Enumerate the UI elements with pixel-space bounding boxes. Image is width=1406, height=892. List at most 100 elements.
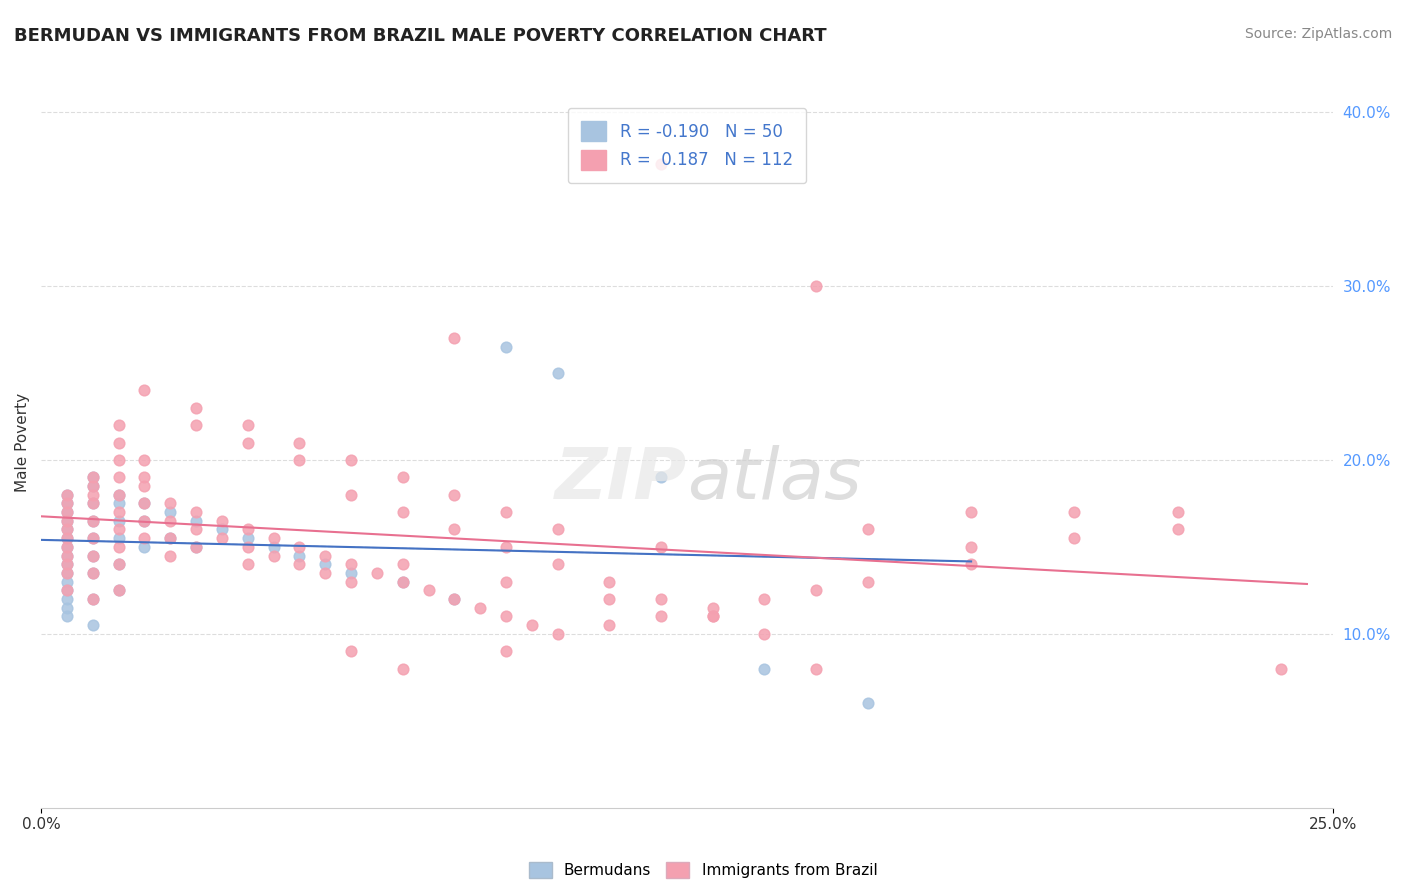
Point — [184, 505, 207, 519]
Point — [1270, 662, 1292, 676]
Point — [134, 514, 156, 528]
Point — [702, 600, 724, 615]
Point — [134, 496, 156, 510]
Point — [56, 549, 79, 563]
Point — [56, 514, 79, 528]
Point — [107, 418, 129, 433]
Point — [107, 488, 129, 502]
Point — [1063, 505, 1085, 519]
Point — [236, 558, 259, 572]
Point — [418, 583, 440, 598]
Point — [650, 157, 672, 171]
Point — [56, 540, 79, 554]
Point — [184, 540, 207, 554]
Point — [236, 523, 259, 537]
Point — [82, 488, 104, 502]
Point — [236, 540, 259, 554]
Point — [107, 523, 129, 537]
Point — [159, 514, 181, 528]
Point — [184, 418, 207, 433]
Point — [443, 488, 465, 502]
Point — [82, 618, 104, 632]
Point — [598, 592, 620, 607]
Text: Source: ZipAtlas.com: Source: ZipAtlas.com — [1244, 27, 1392, 41]
Point — [754, 627, 776, 641]
Point — [495, 505, 517, 519]
Point — [391, 574, 413, 589]
Point — [1167, 523, 1189, 537]
Point — [856, 523, 879, 537]
Point — [288, 549, 311, 563]
Point — [134, 470, 156, 484]
Point — [134, 384, 156, 398]
Point — [391, 574, 413, 589]
Point — [366, 566, 388, 580]
Point — [314, 566, 336, 580]
Point — [443, 523, 465, 537]
Point — [547, 523, 569, 537]
Point — [754, 662, 776, 676]
Point — [443, 592, 465, 607]
Point — [650, 609, 672, 624]
Point — [82, 592, 104, 607]
Point — [134, 540, 156, 554]
Point — [856, 697, 879, 711]
Point — [56, 514, 79, 528]
Text: atlas: atlas — [688, 444, 862, 514]
Point — [598, 618, 620, 632]
Point — [236, 531, 259, 545]
Point — [443, 331, 465, 345]
Point — [56, 566, 79, 580]
Point — [391, 505, 413, 519]
Point — [547, 558, 569, 572]
Point — [184, 401, 207, 415]
Point — [263, 549, 285, 563]
Point — [650, 592, 672, 607]
Point — [702, 609, 724, 624]
Point — [211, 531, 233, 545]
Point — [82, 549, 104, 563]
Point — [340, 574, 363, 589]
Point — [107, 540, 129, 554]
Point — [107, 514, 129, 528]
Point — [134, 453, 156, 467]
Point — [1167, 505, 1189, 519]
Point — [107, 470, 129, 484]
Point — [107, 496, 129, 510]
Point — [288, 540, 311, 554]
Point — [340, 453, 363, 467]
Point — [56, 558, 79, 572]
Point — [56, 574, 79, 589]
Point — [184, 523, 207, 537]
Legend: Bermudans, Immigrants from Brazil: Bermudans, Immigrants from Brazil — [523, 856, 883, 884]
Point — [495, 644, 517, 658]
Point — [391, 558, 413, 572]
Point — [263, 540, 285, 554]
Point — [495, 574, 517, 589]
Point — [82, 566, 104, 580]
Point — [82, 566, 104, 580]
Point — [314, 549, 336, 563]
Point — [495, 340, 517, 354]
Point — [107, 558, 129, 572]
Point — [134, 514, 156, 528]
Point — [702, 609, 724, 624]
Point — [134, 496, 156, 510]
Point — [314, 558, 336, 572]
Point — [56, 523, 79, 537]
Point — [547, 627, 569, 641]
Text: BERMUDAN VS IMMIGRANTS FROM BRAZIL MALE POVERTY CORRELATION CHART: BERMUDAN VS IMMIGRANTS FROM BRAZIL MALE … — [14, 27, 827, 45]
Point — [107, 435, 129, 450]
Point — [82, 479, 104, 493]
Point — [107, 531, 129, 545]
Point — [134, 479, 156, 493]
Point — [82, 514, 104, 528]
Point — [56, 549, 79, 563]
Point — [56, 496, 79, 510]
Text: ZIP: ZIP — [555, 444, 688, 514]
Point — [56, 609, 79, 624]
Point — [288, 453, 311, 467]
Point — [650, 540, 672, 554]
Point — [56, 505, 79, 519]
Point — [288, 435, 311, 450]
